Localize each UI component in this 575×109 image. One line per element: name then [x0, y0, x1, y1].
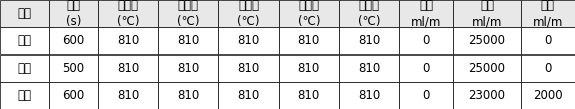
Bar [279, 0, 339, 27]
Text: 25000: 25000 [469, 62, 505, 75]
Text: 810: 810 [298, 34, 320, 47]
Text: 23000: 23000 [469, 89, 505, 102]
Text: 810: 810 [298, 62, 320, 75]
Text: 810: 810 [358, 89, 380, 102]
Bar [453, 27, 521, 54]
Bar [218, 54, 279, 82]
Bar [339, 0, 399, 27]
Bar [279, 82, 339, 109]
Bar [0, 0, 49, 27]
Bar [158, 82, 218, 109]
Text: 810: 810 [237, 34, 260, 47]
Bar [218, 0, 279, 27]
Text: 氧化: 氧化 [17, 89, 32, 102]
Bar [339, 54, 399, 82]
Bar [279, 54, 339, 82]
Bar [158, 27, 218, 54]
Text: 进舟: 进舟 [17, 34, 32, 47]
Bar [0, 27, 49, 54]
Text: 氧气
ml/m: 氧气 ml/m [532, 0, 563, 28]
Bar [49, 0, 98, 27]
Bar [98, 0, 158, 27]
Bar [49, 82, 98, 109]
Bar [49, 27, 98, 54]
Bar [279, 27, 339, 54]
Bar [339, 27, 399, 54]
Text: 大氮
ml/m: 大氮 ml/m [472, 0, 502, 28]
Bar [158, 0, 218, 27]
Text: 0: 0 [423, 34, 430, 47]
Text: 0: 0 [544, 62, 551, 75]
Text: 810: 810 [237, 89, 260, 102]
Bar [521, 54, 575, 82]
Text: 810: 810 [237, 62, 260, 75]
Bar [0, 54, 49, 82]
Text: 温区三
(℃): 温区三 (℃) [237, 0, 260, 28]
Bar [399, 54, 453, 82]
Text: 温区四
(℃): 温区四 (℃) [297, 0, 320, 28]
Bar [158, 54, 218, 82]
Bar [399, 0, 453, 27]
Text: 升温: 升温 [17, 62, 32, 75]
Bar [453, 0, 521, 27]
Text: 600: 600 [63, 89, 85, 102]
Text: 0: 0 [423, 89, 430, 102]
Text: 500: 500 [63, 62, 85, 75]
Text: 600: 600 [63, 34, 85, 47]
Text: 810: 810 [177, 89, 200, 102]
Text: 810: 810 [117, 62, 139, 75]
Text: 0: 0 [423, 62, 430, 75]
Bar [0, 82, 49, 109]
Bar [98, 82, 158, 109]
Text: 小氮
ml/m: 小氮 ml/m [411, 0, 442, 28]
Bar [521, 27, 575, 54]
Text: 810: 810 [177, 62, 200, 75]
Text: 0: 0 [544, 34, 551, 47]
Bar [218, 82, 279, 109]
Text: 810: 810 [298, 89, 320, 102]
Bar [453, 82, 521, 109]
Text: 温区二
(℃): 温区二 (℃) [177, 0, 200, 28]
Bar [218, 27, 279, 54]
Text: 810: 810 [117, 34, 139, 47]
Bar [98, 27, 158, 54]
Bar [399, 27, 453, 54]
Text: 步骤: 步骤 [17, 7, 32, 20]
Text: 810: 810 [358, 62, 380, 75]
Text: 810: 810 [358, 34, 380, 47]
Bar [49, 54, 98, 82]
Bar [339, 82, 399, 109]
Text: 温区一
(℃): 温区一 (℃) [117, 0, 140, 28]
Text: 810: 810 [117, 89, 139, 102]
Text: 温区五
(℃): 温区五 (℃) [358, 0, 380, 28]
Bar [521, 0, 575, 27]
Bar [453, 54, 521, 82]
Bar [399, 82, 453, 109]
Text: 25000: 25000 [469, 34, 505, 47]
Text: 810: 810 [177, 34, 200, 47]
Text: 时间
(s): 时间 (s) [66, 0, 81, 28]
Bar [521, 82, 575, 109]
Bar [98, 54, 158, 82]
Text: 2000: 2000 [533, 89, 563, 102]
